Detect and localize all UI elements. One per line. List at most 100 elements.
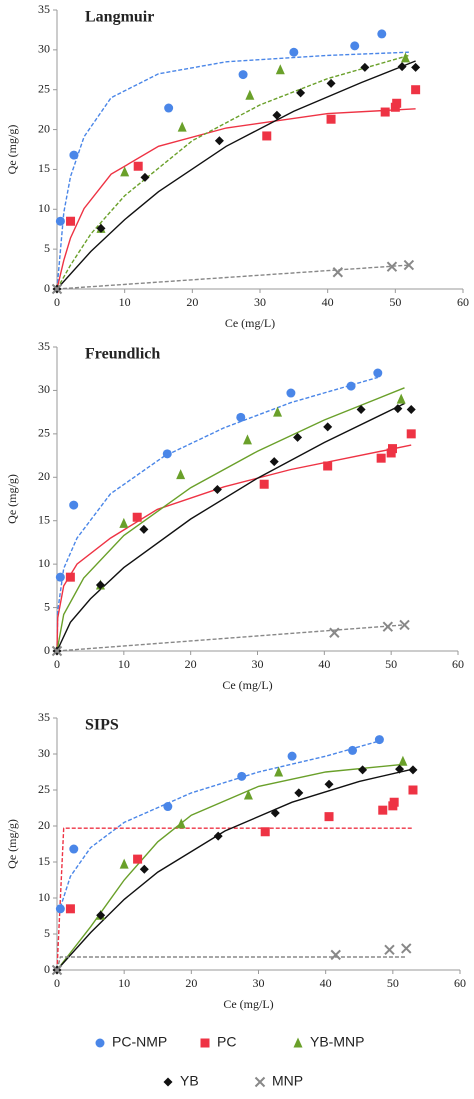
x-tick-label: 60 [457, 295, 469, 309]
point [69, 150, 79, 160]
y-tick-label: 20 [38, 469, 50, 483]
y-tick-label: 15 [38, 854, 50, 868]
fit-line [56, 264, 409, 290]
point [214, 136, 224, 146]
point [262, 131, 272, 141]
point [120, 166, 130, 177]
fit-line [59, 740, 380, 908]
x-tick-label: 60 [454, 976, 466, 990]
fit-line [56, 444, 412, 652]
x-tick-label: 10 [118, 976, 130, 990]
point [139, 524, 149, 534]
y-tick-label: 20 [38, 818, 50, 832]
y-tick-label: 25 [38, 81, 50, 95]
fit-line [56, 956, 407, 971]
point [360, 62, 370, 72]
point [163, 802, 173, 812]
x-axis-label: Ce (mg/L) [225, 316, 275, 330]
x-tick-label: 20 [186, 295, 198, 309]
y-tick-label: 20 [38, 121, 50, 135]
fit-line [56, 827, 413, 971]
point [237, 771, 247, 781]
fit-line [56, 54, 410, 290]
point [96, 910, 106, 920]
point [96, 223, 106, 233]
point [373, 368, 383, 378]
point [55, 216, 65, 226]
legend-marker [200, 1038, 210, 1048]
x-tick-label: 20 [185, 657, 197, 671]
point [406, 405, 416, 415]
fit-line [56, 387, 405, 652]
point [286, 388, 296, 398]
point [51, 645, 63, 657]
x-tick-label: 20 [185, 976, 197, 990]
y-tick-label: 0 [44, 281, 50, 295]
point [397, 62, 407, 72]
point [393, 404, 403, 414]
y-tick-label: 5 [44, 599, 50, 613]
point [275, 64, 285, 75]
point [332, 267, 344, 278]
point [411, 85, 421, 95]
y-tick-label: 10 [38, 201, 50, 215]
fit-line [56, 60, 416, 290]
point [274, 766, 284, 777]
point [245, 89, 255, 100]
x-tick-label: 10 [119, 295, 131, 309]
legend-marker [293, 1037, 303, 1048]
point [376, 453, 386, 463]
y-tick-label: 25 [38, 426, 50, 440]
point [133, 161, 143, 171]
fit-line [56, 108, 416, 290]
point [66, 216, 76, 226]
point [296, 88, 306, 98]
point [330, 949, 341, 961]
point [69, 500, 79, 510]
point [356, 405, 366, 415]
chart-title: SIPS [85, 717, 119, 734]
point [326, 114, 336, 124]
point [95, 580, 105, 590]
point [162, 449, 172, 459]
legend-marker [163, 1077, 173, 1087]
point [132, 512, 142, 522]
point [406, 429, 416, 439]
point [119, 858, 129, 869]
chart-title: Langmuir [85, 9, 154, 26]
y-tick-label: 10 [38, 556, 50, 570]
point [392, 98, 402, 108]
x-tick-label: 50 [389, 295, 401, 309]
y-axis-label: Qe (mg/g) [5, 125, 19, 175]
x-axis-label: Ce (mg/L) [222, 678, 272, 692]
point [294, 788, 304, 798]
point [384, 944, 395, 956]
x-tick-label: 50 [387, 976, 399, 990]
y-tick-label: 30 [38, 382, 50, 396]
point [382, 621, 394, 632]
point [287, 751, 297, 761]
y-tick-label: 35 [38, 710, 50, 724]
point [273, 406, 283, 417]
point [176, 469, 186, 480]
y-tick-label: 35 [38, 2, 50, 16]
legend-label: YB-MNP [310, 1034, 364, 1050]
point [401, 943, 412, 954]
point [133, 854, 143, 864]
point [389, 797, 399, 807]
point [65, 904, 75, 914]
point [403, 259, 415, 271]
point [396, 393, 406, 404]
x-tick-label: 40 [318, 657, 330, 671]
legend-label: MNP [272, 1073, 303, 1089]
x-tick-label: 30 [253, 976, 265, 990]
point [272, 110, 282, 120]
point [323, 461, 333, 471]
fit-line [56, 51, 409, 290]
point [386, 261, 398, 272]
point [324, 812, 334, 822]
point [260, 827, 270, 837]
y-axis-label: Qe (mg/g) [5, 474, 19, 524]
point [51, 283, 63, 295]
y-tick-label: 15 [38, 512, 50, 526]
